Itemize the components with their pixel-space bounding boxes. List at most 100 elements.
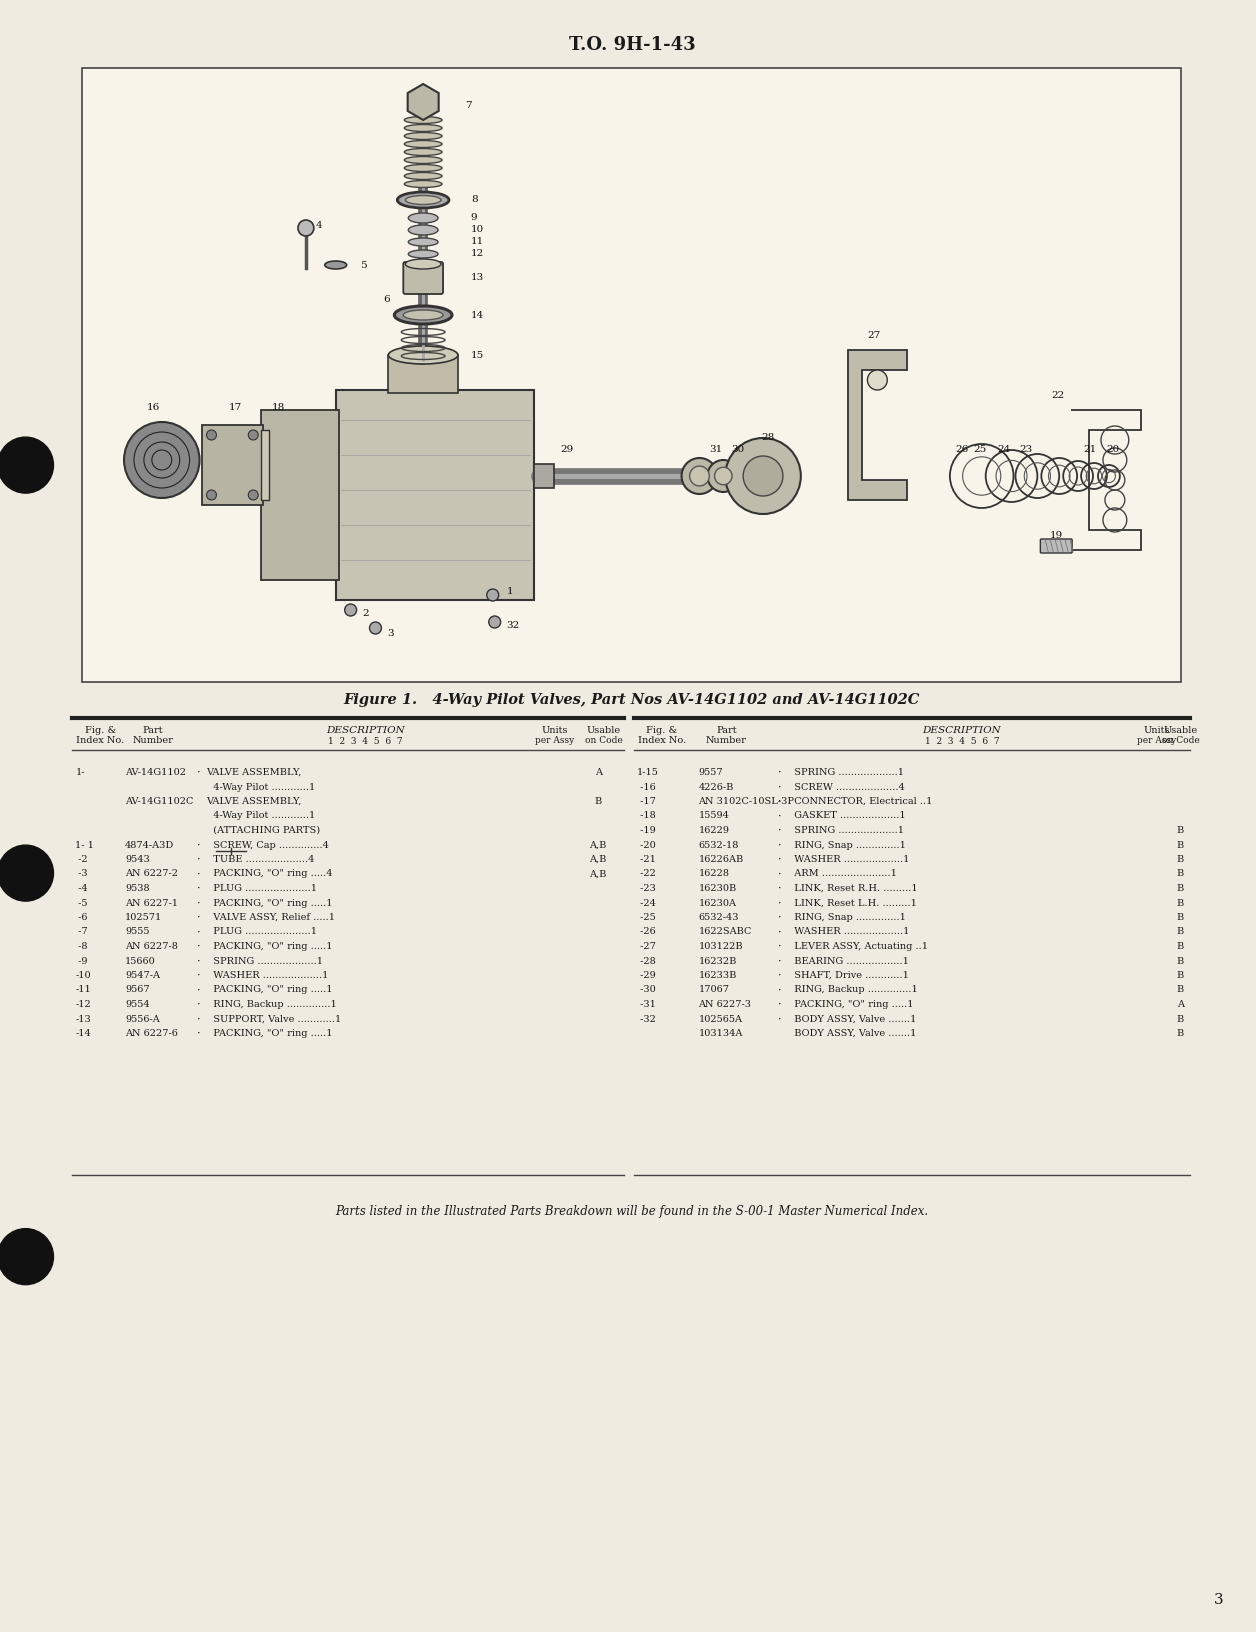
- Text: PLUG .....................1: PLUG .....................1: [206, 927, 317, 937]
- Text: 13: 13: [471, 274, 484, 282]
- Text: ·: ·: [779, 1015, 781, 1025]
- Text: 6: 6: [383, 295, 391, 305]
- Text: 6532-18: 6532-18: [698, 840, 739, 850]
- Text: 15594: 15594: [698, 811, 730, 821]
- Text: B: B: [1177, 1030, 1184, 1038]
- Text: AN 3102C-10SL-3P: AN 3102C-10SL-3P: [698, 796, 795, 806]
- Bar: [83, 69, 1182, 682]
- Text: ·: ·: [197, 899, 200, 909]
- Text: 12: 12: [471, 250, 484, 258]
- Ellipse shape: [394, 307, 452, 325]
- Text: 9555: 9555: [126, 927, 149, 937]
- Text: -6: -6: [75, 912, 88, 922]
- Text: 4: 4: [315, 220, 323, 230]
- Text: Index No.: Index No.: [77, 736, 124, 744]
- Text: PACKING, "O" ring .....1: PACKING, "O" ring .....1: [206, 1030, 332, 1038]
- Text: ·: ·: [779, 870, 781, 880]
- Circle shape: [868, 370, 887, 390]
- Text: 9: 9: [471, 214, 477, 222]
- Text: 4874-A3D: 4874-A3D: [126, 840, 175, 850]
- Text: A,B: A,B: [589, 840, 607, 850]
- Text: 1  2  3  4  5  6  7: 1 2 3 4 5 6 7: [924, 738, 999, 746]
- Text: B: B: [1177, 912, 1184, 922]
- Text: -25: -25: [637, 912, 656, 922]
- Text: ·: ·: [779, 811, 781, 821]
- Text: -4: -4: [75, 885, 88, 893]
- Text: -8: -8: [75, 942, 88, 951]
- Text: Number: Number: [132, 736, 173, 744]
- Text: 6532-43: 6532-43: [698, 912, 739, 922]
- Text: 32: 32: [506, 622, 520, 630]
- Text: -27: -27: [637, 942, 656, 951]
- Text: -10: -10: [75, 971, 90, 979]
- Ellipse shape: [404, 157, 442, 163]
- Text: -18: -18: [637, 811, 656, 821]
- Text: 9557: 9557: [698, 769, 723, 777]
- Text: 16230B: 16230B: [698, 885, 737, 893]
- Text: B: B: [1177, 971, 1184, 979]
- Text: Part: Part: [142, 726, 163, 734]
- Circle shape: [124, 423, 200, 498]
- Text: -20: -20: [637, 840, 656, 850]
- Text: 2: 2: [363, 609, 369, 619]
- Text: ·: ·: [197, 956, 200, 966]
- Text: Units: Units: [541, 726, 568, 734]
- Circle shape: [744, 455, 782, 496]
- Circle shape: [206, 490, 216, 499]
- Text: DESCRIPTION: DESCRIPTION: [327, 726, 404, 734]
- Text: AN 6227-8: AN 6227-8: [126, 942, 178, 951]
- Text: Index No.: Index No.: [638, 736, 686, 744]
- Text: ·: ·: [779, 855, 781, 865]
- Text: 16228: 16228: [698, 870, 730, 878]
- Text: 4226-B: 4226-B: [698, 782, 734, 792]
- FancyBboxPatch shape: [1040, 539, 1073, 553]
- Text: RING, Backup ..............1: RING, Backup ..............1: [206, 1000, 337, 1009]
- Text: 24: 24: [997, 446, 1011, 454]
- Text: 29: 29: [560, 446, 574, 454]
- Text: 21: 21: [1083, 446, 1096, 454]
- Text: 25: 25: [973, 446, 987, 454]
- Text: A: A: [594, 769, 602, 777]
- Text: 9547-A: 9547-A: [126, 971, 160, 979]
- Text: B: B: [1177, 956, 1184, 966]
- Text: ·: ·: [779, 912, 781, 924]
- Text: WASHER ...................1: WASHER ...................1: [788, 855, 909, 863]
- Text: ·: ·: [779, 840, 781, 850]
- Text: -31: -31: [637, 1000, 656, 1009]
- Text: PACKING, "O" ring .....1: PACKING, "O" ring .....1: [206, 899, 332, 907]
- Text: WASHER ...................1: WASHER ...................1: [788, 927, 909, 937]
- Circle shape: [487, 589, 499, 601]
- Text: -7: -7: [75, 927, 88, 937]
- Text: GASKET ...................1: GASKET ...................1: [788, 811, 906, 821]
- Text: -32: -32: [637, 1015, 656, 1023]
- Text: -16: -16: [637, 782, 656, 792]
- Text: LINK, Reset R.H. .........1: LINK, Reset R.H. .........1: [788, 885, 918, 893]
- Text: RING, Snap ..............1: RING, Snap ..............1: [788, 912, 906, 922]
- Text: ·: ·: [779, 986, 781, 996]
- Text: (ATTACHING PARTS): (ATTACHING PARTS): [206, 826, 319, 836]
- Text: SPRING ...................1: SPRING ...................1: [788, 769, 904, 777]
- Text: ·: ·: [779, 782, 781, 793]
- Text: -19: -19: [637, 826, 656, 836]
- Text: ·: ·: [779, 956, 781, 966]
- Circle shape: [489, 615, 501, 628]
- Text: PLUG .....................1: PLUG .....................1: [206, 885, 317, 893]
- Text: BODY ASSY, Valve .......1: BODY ASSY, Valve .......1: [788, 1015, 917, 1023]
- Circle shape: [707, 460, 740, 491]
- Text: 16226AB: 16226AB: [698, 855, 744, 863]
- Circle shape: [725, 437, 801, 514]
- Text: 1622SABC: 1622SABC: [698, 927, 752, 937]
- Text: A,B: A,B: [589, 855, 607, 863]
- Ellipse shape: [397, 193, 448, 207]
- Text: 11: 11: [471, 238, 484, 246]
- Text: B: B: [1177, 927, 1184, 937]
- Text: 27: 27: [868, 331, 880, 341]
- Text: B: B: [1177, 986, 1184, 994]
- Text: B: B: [1177, 942, 1184, 951]
- Text: 16232B: 16232B: [698, 956, 737, 966]
- Text: 4-Way Pilot ............1: 4-Way Pilot ............1: [206, 811, 315, 821]
- Bar: [535, 463, 554, 488]
- Text: 1- 1: 1- 1: [75, 840, 94, 850]
- Text: ·: ·: [779, 885, 781, 894]
- Text: 19: 19: [1049, 530, 1063, 540]
